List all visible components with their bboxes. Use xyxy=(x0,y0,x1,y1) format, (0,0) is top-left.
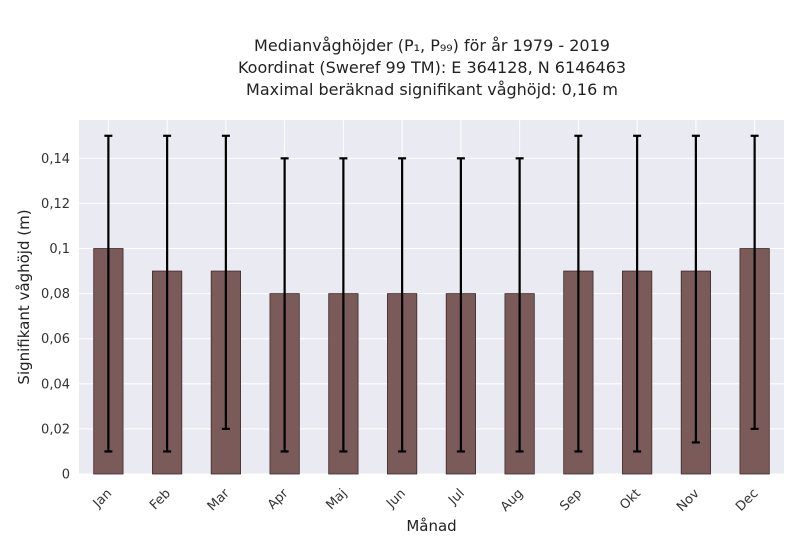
y-tick-label: 0,02 xyxy=(41,422,70,437)
x-tick-label-jan: Jan xyxy=(90,486,115,511)
y-tick-label: 0,08 xyxy=(41,287,70,302)
y-tick-label: 0,14 xyxy=(41,152,70,167)
x-tick-label-feb: Feb xyxy=(147,486,174,513)
y-tick-label: 0,1 xyxy=(49,242,70,257)
x-tick-label-jul: Jul xyxy=(445,486,467,508)
x-axis-label: Månad xyxy=(406,517,456,535)
x-tick-label-sep: Sep xyxy=(557,486,585,514)
error-bar-jun xyxy=(398,157,407,453)
y-tick-label: 0,04 xyxy=(41,377,70,392)
error-bar-maj xyxy=(339,157,348,453)
x-tick-label-apr: Apr xyxy=(265,486,292,513)
error-bar-dec xyxy=(750,134,759,431)
x-tick-label-aug: Aug xyxy=(498,486,527,515)
y-tick-label: 0,06 xyxy=(41,332,70,347)
plot-area xyxy=(79,120,784,474)
chart-title-line-1: Medianvåghöjder (P₁, P₉₉) för år 1979 - … xyxy=(254,36,610,55)
error-bar-aug xyxy=(515,157,524,453)
x-tick-label-jun: Jun xyxy=(383,486,409,512)
error-bar-apr xyxy=(280,157,289,453)
error-bar-mar xyxy=(221,134,230,431)
y-axis-label: Signifikant våghöjd (m) xyxy=(15,209,33,384)
error-bar-jul xyxy=(456,157,465,453)
x-tick-label-mar: Mar xyxy=(205,486,233,514)
error-bar-okt xyxy=(633,134,642,453)
x-tick-label-nov: Nov xyxy=(674,486,703,515)
y-tick-label: 0,12 xyxy=(41,197,70,212)
error-bar-sep xyxy=(574,134,583,453)
error-bar-jan xyxy=(104,134,113,453)
x-tick-label-okt: Okt xyxy=(617,486,644,513)
y-tick-label: 0 xyxy=(62,468,70,483)
error-bar-nov xyxy=(691,134,700,444)
chart-title-line-2: Koordinat (Sweref 99 TM): E 364128, N 61… xyxy=(237,58,627,77)
chart-title-line-3: Maximal beräknad signifikant våghöjd: 0,… xyxy=(246,80,618,99)
error-bar-feb xyxy=(163,134,172,453)
x-tick-label-maj: Maj xyxy=(323,486,350,513)
x-tick-label-dec: Dec xyxy=(733,486,761,514)
